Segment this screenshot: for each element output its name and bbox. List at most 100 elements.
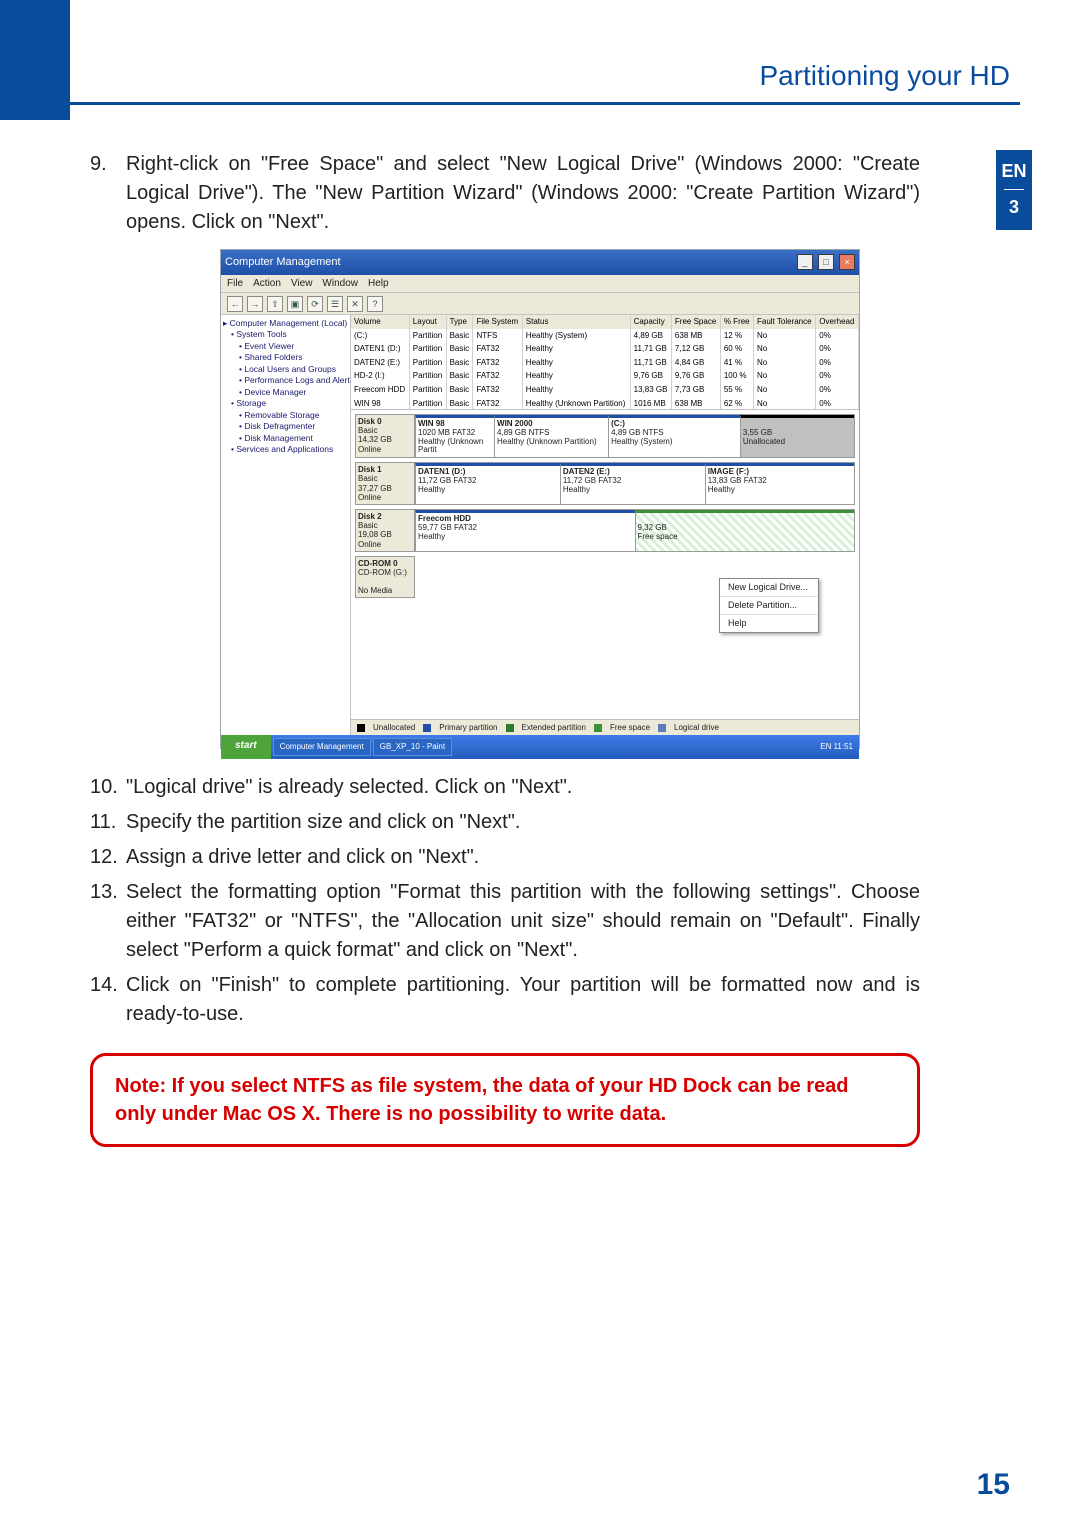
tree-item[interactable]: ▸ Computer Management (Local) [223,318,348,329]
instruction-step: 11.Specify the partition size and click … [90,808,920,837]
table-row[interactable]: DATEN2 (E:)PartitionBasicFAT32Healthy11,… [351,356,859,370]
step-number: 13. [90,878,126,965]
table-row[interactable]: (C:)PartitionBasicNTFSHealthy (System)4,… [351,329,859,343]
disk-row: Disk 0Basic14,32 GBOnlineWIN 981020 MB F… [355,414,855,458]
table-row[interactable]: Freecom HDDPartitionBasicFAT32Healthy13,… [351,383,859,397]
taskbar-task[interactable]: GB_XP_10 - Paint [373,738,452,756]
column-header[interactable]: % Free [720,315,753,329]
tree-item[interactable]: • System Tools [223,329,348,340]
step-text: Right-click on "Free Space" and select "… [126,150,920,237]
partition[interactable]: 9,32 GBFree space [635,510,855,551]
forward-icon[interactable]: → [247,296,263,312]
taskbar: start Computer ManagementGB_XP_10 - Pain… [221,735,859,759]
column-header[interactable]: Fault Tolerance [754,315,816,329]
legend-item: Logical drive [658,723,719,732]
back-icon[interactable]: ← [227,296,243,312]
partition[interactable]: 3,55 GBUnallocated [740,415,854,457]
partition[interactable]: Freecom HDD59,77 GB FAT32Healthy [415,510,635,551]
maximize-button[interactable]: □ [818,254,834,270]
disk-info: Disk 0Basic14,32 GBOnline [355,414,415,458]
column-header[interactable]: Capacity [630,315,671,329]
legend-item: Primary partition [423,723,497,732]
column-header[interactable]: Overhead [816,315,859,329]
legend-item: Free space [594,723,650,732]
page-number: 15 [977,1468,1010,1502]
column-header[interactable]: Status [522,315,630,329]
partition[interactable]: WIN 20004,89 GB NTFSHealthy (Unknown Par… [494,415,608,457]
note-box: Note: If you select NTFS as file system,… [90,1053,920,1147]
partition[interactable]: WIN 981020 MB FAT32Healthy (Unknown Part… [415,415,494,457]
minimize-button[interactable]: _ [797,254,813,270]
context-menu-item[interactable]: New Logical Drive... [720,579,818,597]
screenshot-computer-management: Computer Management _ □ × File Action View… [220,249,860,749]
legend-bar: UnallocatedPrimary partitionExtended par… [351,719,859,735]
tree-item[interactable]: • Performance Logs and Alerts [223,375,348,386]
header-bar: Partitioning your HD [60,60,1020,105]
tree-item[interactable]: • Device Manager [223,387,348,398]
tree-item[interactable]: • Storage [223,398,348,409]
table-row[interactable]: WIN 98PartitionBasicFAT32Healthy (Unknow… [351,397,859,410]
instruction-step: 10."Logical drive" is already selected. … [90,773,920,802]
tree-item[interactable]: • Event Viewer [223,341,348,352]
tree-item[interactable]: • Disk Defragmenter [223,421,348,432]
tree-item[interactable]: • Removable Storage [223,410,348,421]
system-tray: EN 11:51 [814,741,859,753]
instruction-step: 12.Assign a drive letter and click on "N… [90,843,920,872]
nav-tree[interactable]: ▸ Computer Management (Local)• System To… [221,315,351,735]
lang-label: EN [996,160,1032,183]
menu-bar: File Action View Window Help [221,275,859,293]
instruction-step: 13.Select the formatting option "Format … [90,878,920,965]
context-menu-item[interactable]: Help [720,615,818,632]
disk-map-pane: Disk 0Basic14,32 GBOnlineWIN 981020 MB F… [351,410,859,719]
up-icon[interactable]: ⇧ [267,296,283,312]
tree-icon[interactable]: ▣ [287,296,303,312]
step-text: "Logical drive" is already selected. Cli… [126,773,920,802]
menu-item[interactable]: Help [368,278,389,289]
step-number: 10. [90,773,126,802]
page-title: Partitioning your HD [759,60,1020,91]
tree-item[interactable]: • Services and Applications [223,444,348,455]
context-menu[interactable]: New Logical Drive...Delete Partition...H… [719,578,819,633]
start-button[interactable]: start [221,735,271,759]
volume-table: VolumeLayoutTypeFile SystemStatusCapacit… [351,315,859,410]
delete-icon[interactable]: ✕ [347,296,363,312]
tree-item[interactable]: • Local Users and Groups [223,364,348,375]
props-icon[interactable]: ☰ [327,296,343,312]
volume-list-pane: VolumeLayoutTypeFile SystemStatusCapacit… [351,315,859,410]
tree-item[interactable]: • Disk Management [223,433,348,444]
close-button[interactable]: × [839,254,855,270]
disk-info: Disk 1Basic37,27 GBOnline [355,462,415,505]
tree-item[interactable]: • Shared Folders [223,352,348,363]
table-row[interactable]: HD-2 (I:)PartitionBasicFAT32Healthy9,76 … [351,369,859,383]
legend-item: Extended partition [506,723,587,732]
disk-info: Disk 2Basic19,08 GBOnline [355,509,415,552]
help-icon[interactable]: ? [367,296,383,312]
disk-info: CD-ROM 0CD-ROM (G:)No Media [355,556,415,599]
disk-row: Disk 1Basic37,27 GBOnlineDATEN1 (D:)11,7… [355,462,855,505]
partition[interactable]: DATEN1 (D:)11,72 GB FAT32Healthy [415,463,560,504]
step-number: 11. [90,808,126,837]
menu-item[interactable]: File [227,278,243,289]
table-row[interactable]: DATEN1 (D:)PartitionBasicFAT32Healthy11,… [351,342,859,356]
partition[interactable]: (C:)4,89 GB NTFSHealthy (System) [608,415,740,457]
partition[interactable]: DATEN2 (E:)11,72 GB FAT32Healthy [560,463,705,504]
menu-item[interactable]: View [291,278,313,289]
step-text: Assign a drive letter and click on "Next… [126,843,920,872]
taskbar-task[interactable]: Computer Management [273,738,371,756]
column-header[interactable]: Free Space [671,315,720,329]
context-menu-item[interactable]: Delete Partition... [720,597,818,615]
refresh-icon[interactable]: ⟳ [307,296,323,312]
window-titlebar: Computer Management _ □ × [221,250,859,275]
step-text: Select the formatting option "Format thi… [126,878,920,965]
column-header[interactable]: Layout [409,315,446,329]
window-title: Computer Management [225,255,341,271]
column-header[interactable]: Volume [351,315,409,329]
column-header[interactable]: Type [446,315,473,329]
column-header[interactable]: File System [473,315,522,329]
instruction-step: 9.Right-click on "Free Space" and select… [90,150,920,237]
partition[interactable]: IMAGE (F:)13,83 GB FAT32Healthy [705,463,854,504]
menu-item[interactable]: Action [253,278,281,289]
instruction-step: 14.Click on "Finish" to complete partiti… [90,971,920,1029]
menu-item[interactable]: Window [322,278,358,289]
content-body: 9.Right-click on "Free Space" and select… [90,150,920,1147]
